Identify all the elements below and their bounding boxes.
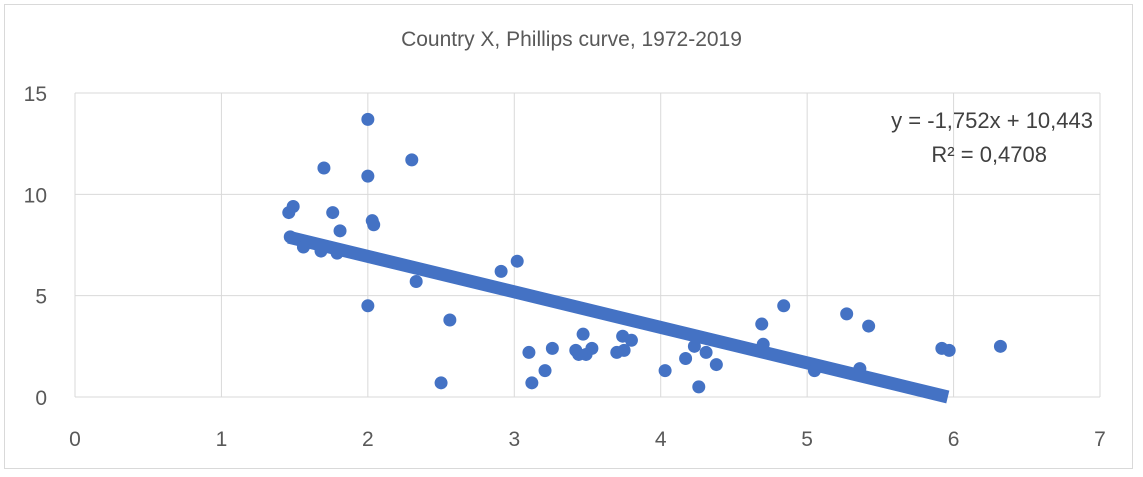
- data-point: [361, 112, 375, 126]
- data-point: [687, 339, 701, 353]
- data-point: [522, 345, 536, 359]
- data-point: [756, 337, 770, 351]
- axis-tick-labels: 0 1 2 3 4 5 6 7 0 5 10 15: [24, 83, 1106, 451]
- data-point: [679, 351, 693, 365]
- data-point: [862, 319, 876, 333]
- data-point: [317, 161, 331, 175]
- data-point: [807, 364, 821, 378]
- x-tick-label: 6: [948, 428, 960, 451]
- data-point: [755, 317, 769, 331]
- data-point: [585, 341, 599, 355]
- data-point: [853, 362, 867, 376]
- data-point: [283, 230, 297, 244]
- data-point: [367, 218, 381, 232]
- data-point: [494, 264, 508, 278]
- trendline-r-squared: R² = 0,4708: [931, 142, 1047, 167]
- data-point: [624, 333, 638, 347]
- trendline-layer: [287, 230, 950, 404]
- x-tick-label: 5: [801, 428, 813, 451]
- data-point: [777, 299, 791, 313]
- data-point: [361, 169, 375, 183]
- data-point: [296, 240, 310, 254]
- x-tick-label: 1: [216, 428, 228, 451]
- data-point: [538, 364, 552, 378]
- data-point: [326, 206, 340, 220]
- data-point: [942, 343, 956, 357]
- data-point: [658, 364, 672, 378]
- data-point: [545, 341, 559, 355]
- data-point: [617, 343, 631, 357]
- data-point: [699, 345, 713, 359]
- data-point: [525, 376, 539, 390]
- y-tick-label: 0: [35, 387, 47, 410]
- data-point: [709, 358, 723, 372]
- chart-title: Country X, Phillips curve, 1972-2019: [401, 28, 742, 51]
- trendline: [287, 230, 950, 404]
- data-point: [330, 246, 344, 260]
- x-tick-label: 3: [508, 428, 520, 451]
- x-tick-label: 2: [362, 428, 374, 451]
- data-point: [314, 244, 328, 258]
- data-points: [282, 112, 1007, 394]
- data-point: [409, 274, 423, 288]
- x-tick-label: 0: [69, 428, 81, 451]
- data-point: [333, 224, 347, 238]
- trendline-label: y = -1,752x + 10,443 R² = 0,4708: [891, 104, 1093, 172]
- data-point: [510, 254, 524, 268]
- trendline-equation: y = -1,752x + 10,443: [891, 108, 1093, 133]
- y-tick-label: 15: [24, 83, 47, 106]
- x-tick-label: 7: [1094, 428, 1106, 451]
- data-point: [840, 307, 854, 321]
- data-point: [576, 327, 590, 341]
- x-tick-label: 4: [655, 428, 667, 451]
- data-point: [443, 313, 457, 327]
- data-point: [405, 153, 419, 167]
- data-point: [361, 299, 375, 313]
- data-point: [692, 380, 706, 394]
- y-tick-label: 5: [35, 286, 47, 309]
- y-tick-label: 10: [24, 184, 47, 207]
- data-point: [993, 339, 1007, 353]
- data-point: [434, 376, 448, 390]
- data-point: [286, 199, 300, 213]
